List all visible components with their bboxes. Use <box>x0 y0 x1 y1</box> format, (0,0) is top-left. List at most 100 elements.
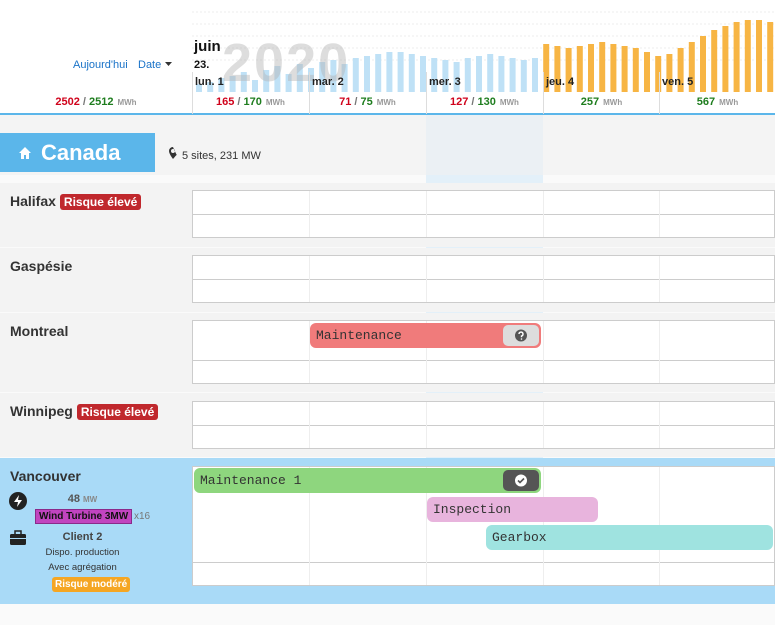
grid-col <box>426 467 427 585</box>
task[interactable]: Maintenance <box>310 323 541 348</box>
forecast-bar <box>308 68 314 92</box>
day-separator <box>192 72 193 114</box>
day-label: ven. 5 <box>662 76 694 88</box>
pin-icon <box>169 147 177 159</box>
grid-col <box>659 321 660 383</box>
day-total: 567 MWh <box>659 96 775 108</box>
planned: 127 <box>450 96 469 108</box>
forecast-bar <box>464 58 471 92</box>
power-unit: MW <box>83 495 98 504</box>
day-total: 257 MWh <box>543 96 660 108</box>
caret <box>165 62 173 66</box>
forecast-bar <box>543 44 550 92</box>
forecast-bar <box>688 42 695 92</box>
unit: MWh <box>499 98 519 107</box>
forecast-bar <box>588 44 594 92</box>
forecast-bar <box>722 26 729 92</box>
available: 567 <box>696 96 716 108</box>
site-label: Halifax <box>10 193 56 209</box>
task[interactable]: Inspection <box>427 497 598 522</box>
header-border <box>0 113 775 115</box>
grid-col <box>426 402 427 448</box>
grid-col <box>659 191 660 237</box>
forecast-bar <box>431 58 438 92</box>
day-label: mar. 2 <box>312 76 344 88</box>
check-icon <box>515 474 527 487</box>
row-line <box>192 214 775 215</box>
day-separator <box>426 72 427 114</box>
forecast-bar <box>576 46 583 92</box>
site-label: Winnipeg <box>10 403 73 419</box>
client-detail: Dispo. production <box>45 547 120 558</box>
site-label: Vancouver <box>10 468 81 484</box>
forecast-bar <box>397 52 404 92</box>
day-separator <box>309 72 310 114</box>
unit: MWh <box>376 98 396 107</box>
day-separator <box>659 72 660 114</box>
task[interactable]: Gearbox <box>486 525 773 550</box>
forecast-bar <box>520 60 527 92</box>
separator: / <box>237 96 241 108</box>
grid-col <box>426 256 427 302</box>
separator: / <box>354 96 358 108</box>
available: 75 <box>360 96 373 108</box>
asset-badge: Wind Turbine 3MW <box>35 509 133 524</box>
forecast-bar <box>744 20 751 92</box>
forecast-bar <box>509 58 516 92</box>
row-line <box>192 425 775 426</box>
task[interactable]: Maintenance 1 <box>194 468 541 493</box>
site-name: Gaspésie <box>10 258 72 274</box>
forecast-bar <box>756 20 762 92</box>
forecast-bar <box>263 70 270 92</box>
forecast-bar <box>285 74 292 92</box>
forecast-bar <box>296 64 303 92</box>
forecast-bar <box>408 54 415 92</box>
grid-col <box>543 191 544 237</box>
site-name: Halifax Risque élevé <box>10 193 142 210</box>
help-icon <box>515 329 527 342</box>
forecast-bar <box>610 44 617 92</box>
grid-col <box>426 191 427 237</box>
task-status[interactable] <box>503 470 539 491</box>
forecast-bar <box>218 78 225 92</box>
available: 170 <box>243 96 262 108</box>
unit: MWh <box>603 98 623 107</box>
date-link[interactable]: Date <box>138 59 174 71</box>
forecast-bar <box>599 42 606 92</box>
planned: 165 <box>216 96 235 108</box>
grid-col <box>309 402 310 448</box>
forecast-bar <box>532 58 538 92</box>
month-label: juin <box>194 38 221 55</box>
forecast-bar <box>442 60 449 92</box>
available: 130 <box>477 96 496 108</box>
available: 2512 <box>88 96 114 108</box>
grid-col <box>309 191 310 237</box>
year-watermark: 2020 <box>222 33 351 93</box>
site-icons <box>9 492 27 545</box>
row-line <box>192 360 775 361</box>
forecast-bar <box>644 52 650 92</box>
forecast-bar <box>621 46 628 92</box>
task-status[interactable] <box>503 325 539 346</box>
today-link[interactable]: Aujourd'hui <box>73 59 128 71</box>
site-label: Gaspésie <box>10 258 73 274</box>
separator: / <box>471 96 475 108</box>
forecast-bar <box>252 80 258 92</box>
forecast-bar <box>666 54 673 92</box>
day-label: lun. 1 <box>195 76 224 88</box>
grid-col <box>543 321 544 383</box>
home-icon <box>19 147 31 159</box>
asset-count: x16 <box>134 511 151 522</box>
day-total: 165/170 MWh <box>192 96 309 108</box>
forecast-bar <box>319 62 326 92</box>
site-name: Winnipeg Risque élevé <box>10 403 159 420</box>
forecast-bar <box>632 48 639 92</box>
grid-col <box>309 256 310 302</box>
day-label: jeu. 4 <box>546 76 575 88</box>
forecast-bar <box>453 62 460 92</box>
day-separator <box>543 72 544 114</box>
row-line <box>192 279 775 280</box>
day-total: 127/130 MWh <box>426 96 543 108</box>
forecast-bar <box>476 56 482 92</box>
forecast-bar <box>330 60 337 92</box>
